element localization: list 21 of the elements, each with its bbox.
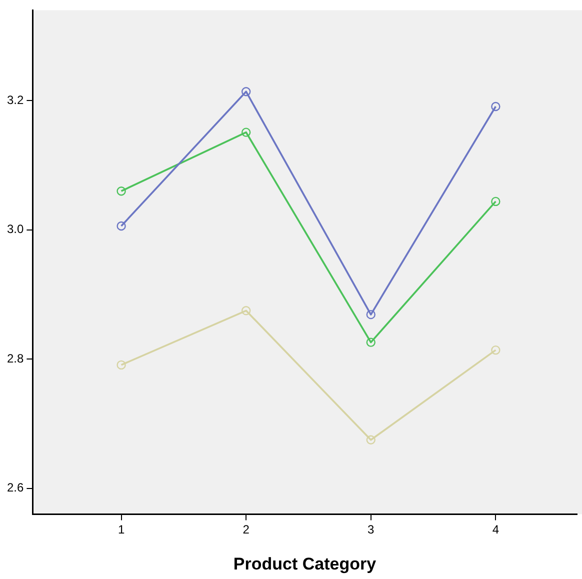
- y-tick-label: 2.8: [6, 351, 24, 366]
- x-tick-label: 2: [242, 522, 250, 537]
- point: [116, 360, 126, 370]
- point: [491, 345, 500, 355]
- x-tick-label: 3: [368, 522, 375, 537]
- point: [366, 338, 376, 347]
- y-tick-label: 3.0: [6, 222, 24, 236]
- point: [116, 186, 126, 196]
- point: [366, 435, 376, 444]
- point: [241, 87, 251, 96]
- point: [241, 306, 251, 316]
- point: [241, 128, 251, 137]
- point: [116, 221, 126, 231]
- y-tick-label: 3.2: [6, 92, 24, 107]
- point: [491, 102, 500, 112]
- x-axis-title: Product Category: [233, 554, 377, 574]
- x-tick-label: 1: [118, 522, 125, 537]
- x-tick-label: 4: [492, 522, 500, 537]
- point: [491, 196, 500, 206]
- y-tick-label: 2.6: [6, 480, 24, 495]
- point: [366, 310, 376, 320]
